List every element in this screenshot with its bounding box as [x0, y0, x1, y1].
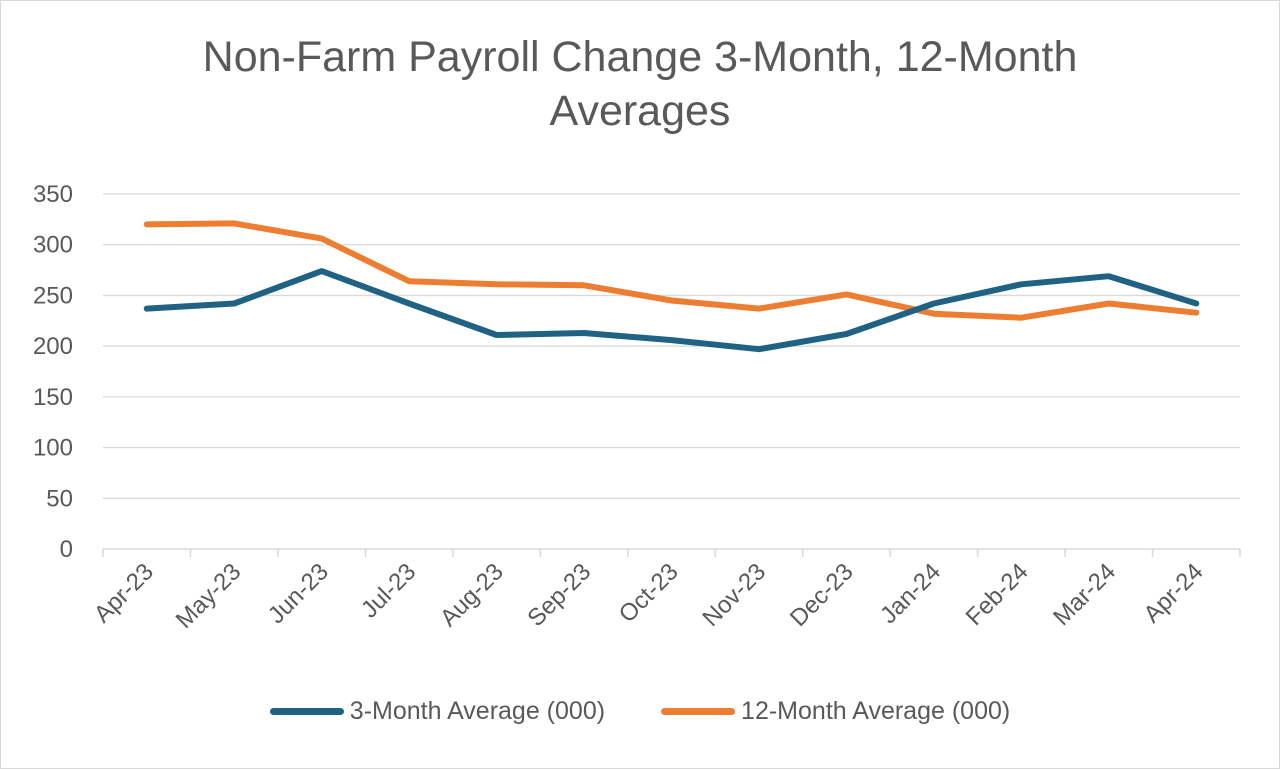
x-tick-label-mar-24: Mar-24 — [1048, 558, 1121, 631]
y-tick-label-250: 250 — [33, 282, 73, 309]
chart-title: Non-Farm Payroll Change 3-Month, 12-Mont… — [0, 30, 1280, 138]
y-tick-label-150: 150 — [33, 384, 73, 411]
legend-label-3-month: 3-Month Average (000) — [349, 697, 606, 725]
y-tick-label-200: 200 — [33, 333, 73, 360]
legend-item-12-month: 12-Month Average (000) — [661, 697, 1010, 726]
x-tick-label-sep-23: Sep-23 — [522, 558, 596, 632]
x-tick-label-apr-23: Apr-23 — [89, 558, 159, 628]
x-tick-label-dec-23: Dec-23 — [785, 558, 859, 632]
legend-swatch-12-month — [661, 708, 736, 715]
chart-title-text: Non-Farm Payroll Change 3-Month, 12-Mont… — [202, 33, 1078, 135]
y-tick-label-100: 100 — [33, 435, 73, 462]
y-tick-label-0: 0 — [60, 536, 73, 563]
y-tick-label-300: 300 — [33, 232, 73, 259]
legend-label-12-month: 12-Month Average (000) — [741, 697, 1011, 725]
x-tick-label-feb-24: Feb-24 — [961, 558, 1034, 631]
x-tick-label-jul-23: Jul-23 — [356, 558, 421, 623]
x-tick-label-aug-23: Aug-23 — [435, 558, 509, 632]
series-line-3-month — [143, 268, 1200, 353]
series-line-12-month — [143, 220, 1200, 321]
x-tick-label-jan-24: Jan-24 — [875, 558, 946, 629]
x-tick-label-nov-23: Nov-23 — [697, 558, 771, 632]
x-tick-label-oct-23: Oct-23 — [614, 558, 684, 628]
x-tick-label-jun-23: Jun-23 — [263, 558, 334, 629]
y-tick-label-350: 350 — [33, 181, 73, 208]
y-tick-label-50: 50 — [46, 485, 73, 512]
x-tick-label-apr-24: Apr-24 — [1138, 558, 1208, 628]
legend-item-3-month: 3-Month Average (000) — [269, 697, 606, 726]
legend-swatch-3-month — [269, 708, 344, 715]
legend: 3-Month Average (000) 12-Month Average (… — [0, 697, 1280, 726]
x-tick-label-may-23: May-23 — [171, 558, 247, 634]
